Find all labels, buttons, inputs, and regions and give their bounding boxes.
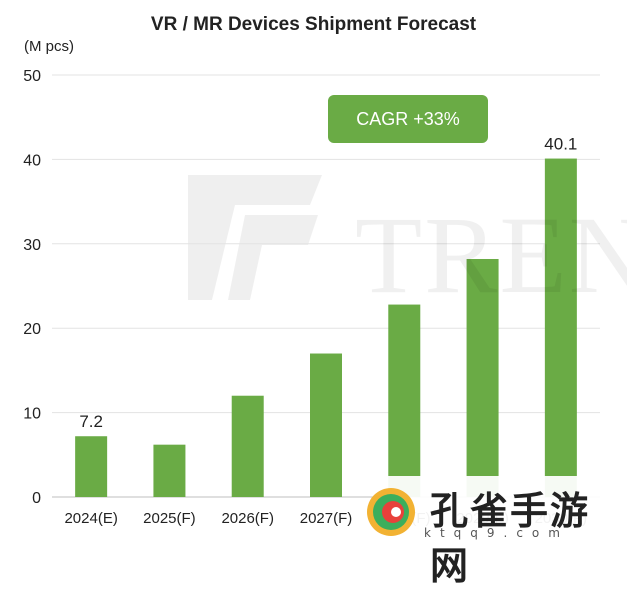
x-tick-label: 2025(F): [143, 510, 196, 527]
x-tick-label: 2027(F): [300, 510, 353, 527]
y-tick-label: 50: [23, 68, 41, 85]
chart: VR / MR Devices Shipment Forecast (M pcs…: [23, 14, 627, 588]
bar: [544, 158, 577, 497]
plot-area: 0 10 20 30 40 50 7.2 40.1 2024(E) 2025(F) 2026(F…: [23, 68, 600, 527]
bar: [75, 436, 108, 497]
cagr-annotation: CAGR +33%: [328, 95, 488, 143]
x-tick-label: 2024(E): [64, 510, 117, 527]
y-tick-label: 40: [23, 152, 41, 169]
y-tick-label: 20: [23, 321, 41, 338]
y-tick-label: 30: [23, 237, 41, 254]
y-tick-label: 0: [32, 490, 41, 507]
site-logo-icon: [367, 488, 415, 536]
bar: [153, 444, 186, 497]
bar: [231, 395, 264, 497]
site-watermark-url: ktqq9.com: [424, 526, 569, 540]
x-tick-label: 2026(F): [221, 510, 274, 527]
data-label: 40.1: [544, 135, 577, 154]
y-tick-label: 10: [23, 406, 41, 423]
bar: [466, 258, 499, 497]
bar: [310, 353, 342, 497]
trend-logo-watermark: [188, 175, 322, 300]
chart-title: VR / MR Devices Shipment Forecast: [150, 14, 477, 35]
y-axis-unit-label: (M pcs): [24, 38, 74, 55]
site-watermark-box: [367, 476, 627, 546]
data-label: 7.2: [79, 412, 103, 431]
bar: [388, 304, 421, 497]
trend-watermark-text: TREN: [355, 194, 627, 316]
